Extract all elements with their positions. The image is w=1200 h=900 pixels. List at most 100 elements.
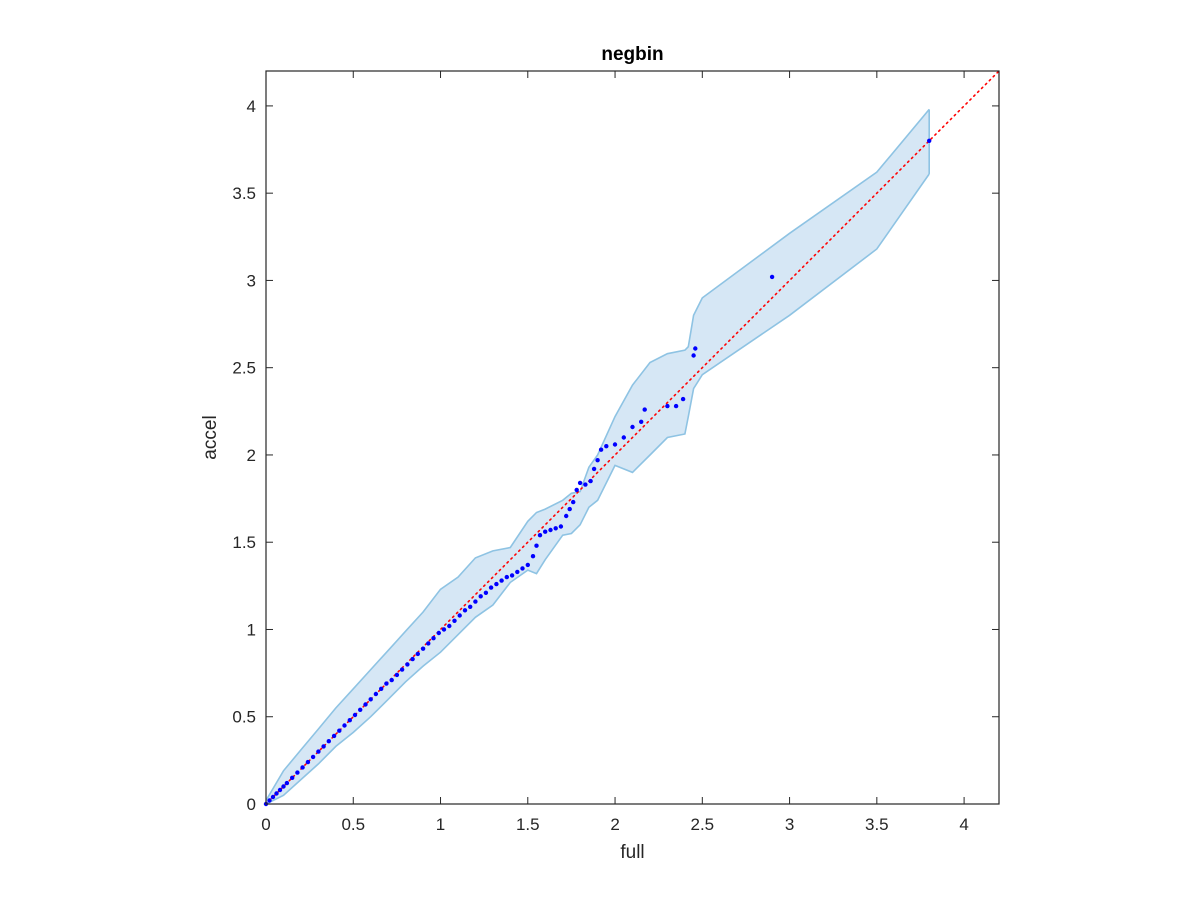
x-tick-label: 0 (261, 815, 270, 834)
data-point (553, 526, 558, 531)
data-point (577, 480, 583, 486)
x-tick-label: 0.5 (341, 815, 365, 834)
y-tick-label: 1.5 (232, 533, 256, 552)
data-point (415, 651, 420, 657)
data-point (642, 407, 647, 412)
y-tick-label: 2.5 (232, 359, 256, 378)
data-point (410, 656, 415, 662)
y-tick-label: 0.5 (232, 708, 256, 727)
axis-ticks: 0 0.5 1 1.5 2 2.5 3 3.5 4 0 0.5 1 1.5 2 2.5 3 3.5 4 (232, 71, 999, 834)
data-point (363, 702, 368, 707)
data-point (426, 641, 431, 646)
data-point (373, 691, 379, 697)
data-point (326, 739, 331, 744)
reference-line-group (265, 70, 1000, 805)
data-point (274, 791, 279, 796)
data-point (525, 562, 530, 568)
data-point (630, 424, 635, 430)
y-tick-label: 3 (247, 271, 256, 290)
data-point (295, 770, 300, 775)
y-tick-label: 2 (247, 446, 256, 465)
data-point (494, 581, 499, 587)
x-tick-label: 2 (610, 815, 619, 834)
data-point (591, 466, 597, 472)
data-point (358, 707, 363, 712)
data-point (548, 527, 553, 533)
x-tick-label: 2.5 (690, 815, 714, 834)
data-point (665, 403, 670, 409)
data-point (558, 524, 564, 529)
data-point (270, 794, 276, 800)
data-point (691, 353, 696, 358)
data-point (447, 623, 452, 629)
data-point (483, 590, 489, 595)
y-axis-label: accel (200, 415, 221, 459)
x-tick-label: 1.5 (516, 815, 540, 834)
plot-area-frame (265, 70, 1000, 805)
data-point (543, 529, 548, 534)
data-point (612, 442, 618, 447)
data-point (379, 686, 384, 691)
data-point (462, 608, 468, 613)
data-point (537, 533, 543, 538)
data-point (534, 543, 539, 548)
data-point (342, 723, 347, 728)
data-point (604, 444, 609, 449)
data-point (473, 599, 478, 604)
data-point (399, 667, 405, 672)
band-lower-edge (265, 173, 930, 805)
data-point (452, 618, 457, 623)
data-point (680, 396, 686, 402)
y-tick-label: 4 (247, 97, 256, 116)
data-point (530, 554, 536, 559)
x-tick-label: 3 (785, 815, 794, 834)
data-point (305, 759, 311, 765)
data-point (598, 447, 604, 452)
data-points (263, 138, 932, 807)
data-point (384, 681, 389, 686)
data-point (347, 718, 352, 723)
data-point (331, 733, 337, 739)
data-point (431, 636, 436, 641)
y-tick-label: 0 (247, 795, 256, 814)
data-point (769, 274, 775, 280)
data-point (509, 573, 515, 578)
data-point (588, 478, 593, 484)
data-point (277, 787, 283, 793)
data-point (567, 506, 572, 512)
y-tick-label: 3.5 (232, 184, 256, 203)
data-point (927, 138, 932, 143)
data-point (300, 765, 305, 770)
data-point (468, 604, 473, 609)
band-upper-edge (265, 108, 930, 801)
data-point (504, 574, 509, 580)
data-point (290, 775, 295, 780)
data-point (621, 435, 626, 440)
data-point (457, 613, 462, 618)
data-point (368, 697, 373, 702)
data-point (693, 346, 698, 351)
data-point (520, 566, 525, 571)
x-axis-label: full (620, 842, 644, 863)
x-tick-label: 3.5 (865, 815, 889, 834)
data-point (673, 403, 679, 409)
confidence-band (265, 108, 930, 805)
data-point (595, 458, 600, 463)
reference-line (265, 70, 1000, 805)
data-point (488, 585, 494, 590)
data-point (574, 487, 579, 493)
data-point (441, 627, 447, 632)
data-point (267, 798, 272, 803)
data-point (405, 662, 410, 667)
data-point (394, 672, 400, 678)
data-point (478, 594, 483, 599)
data-point (281, 784, 286, 789)
data-point (499, 578, 504, 583)
data-point (352, 712, 358, 718)
data-point (321, 744, 326, 749)
data-point (436, 630, 441, 636)
data-point (284, 780, 290, 786)
chart-title: negbin (601, 44, 663, 65)
data-point (564, 513, 569, 519)
